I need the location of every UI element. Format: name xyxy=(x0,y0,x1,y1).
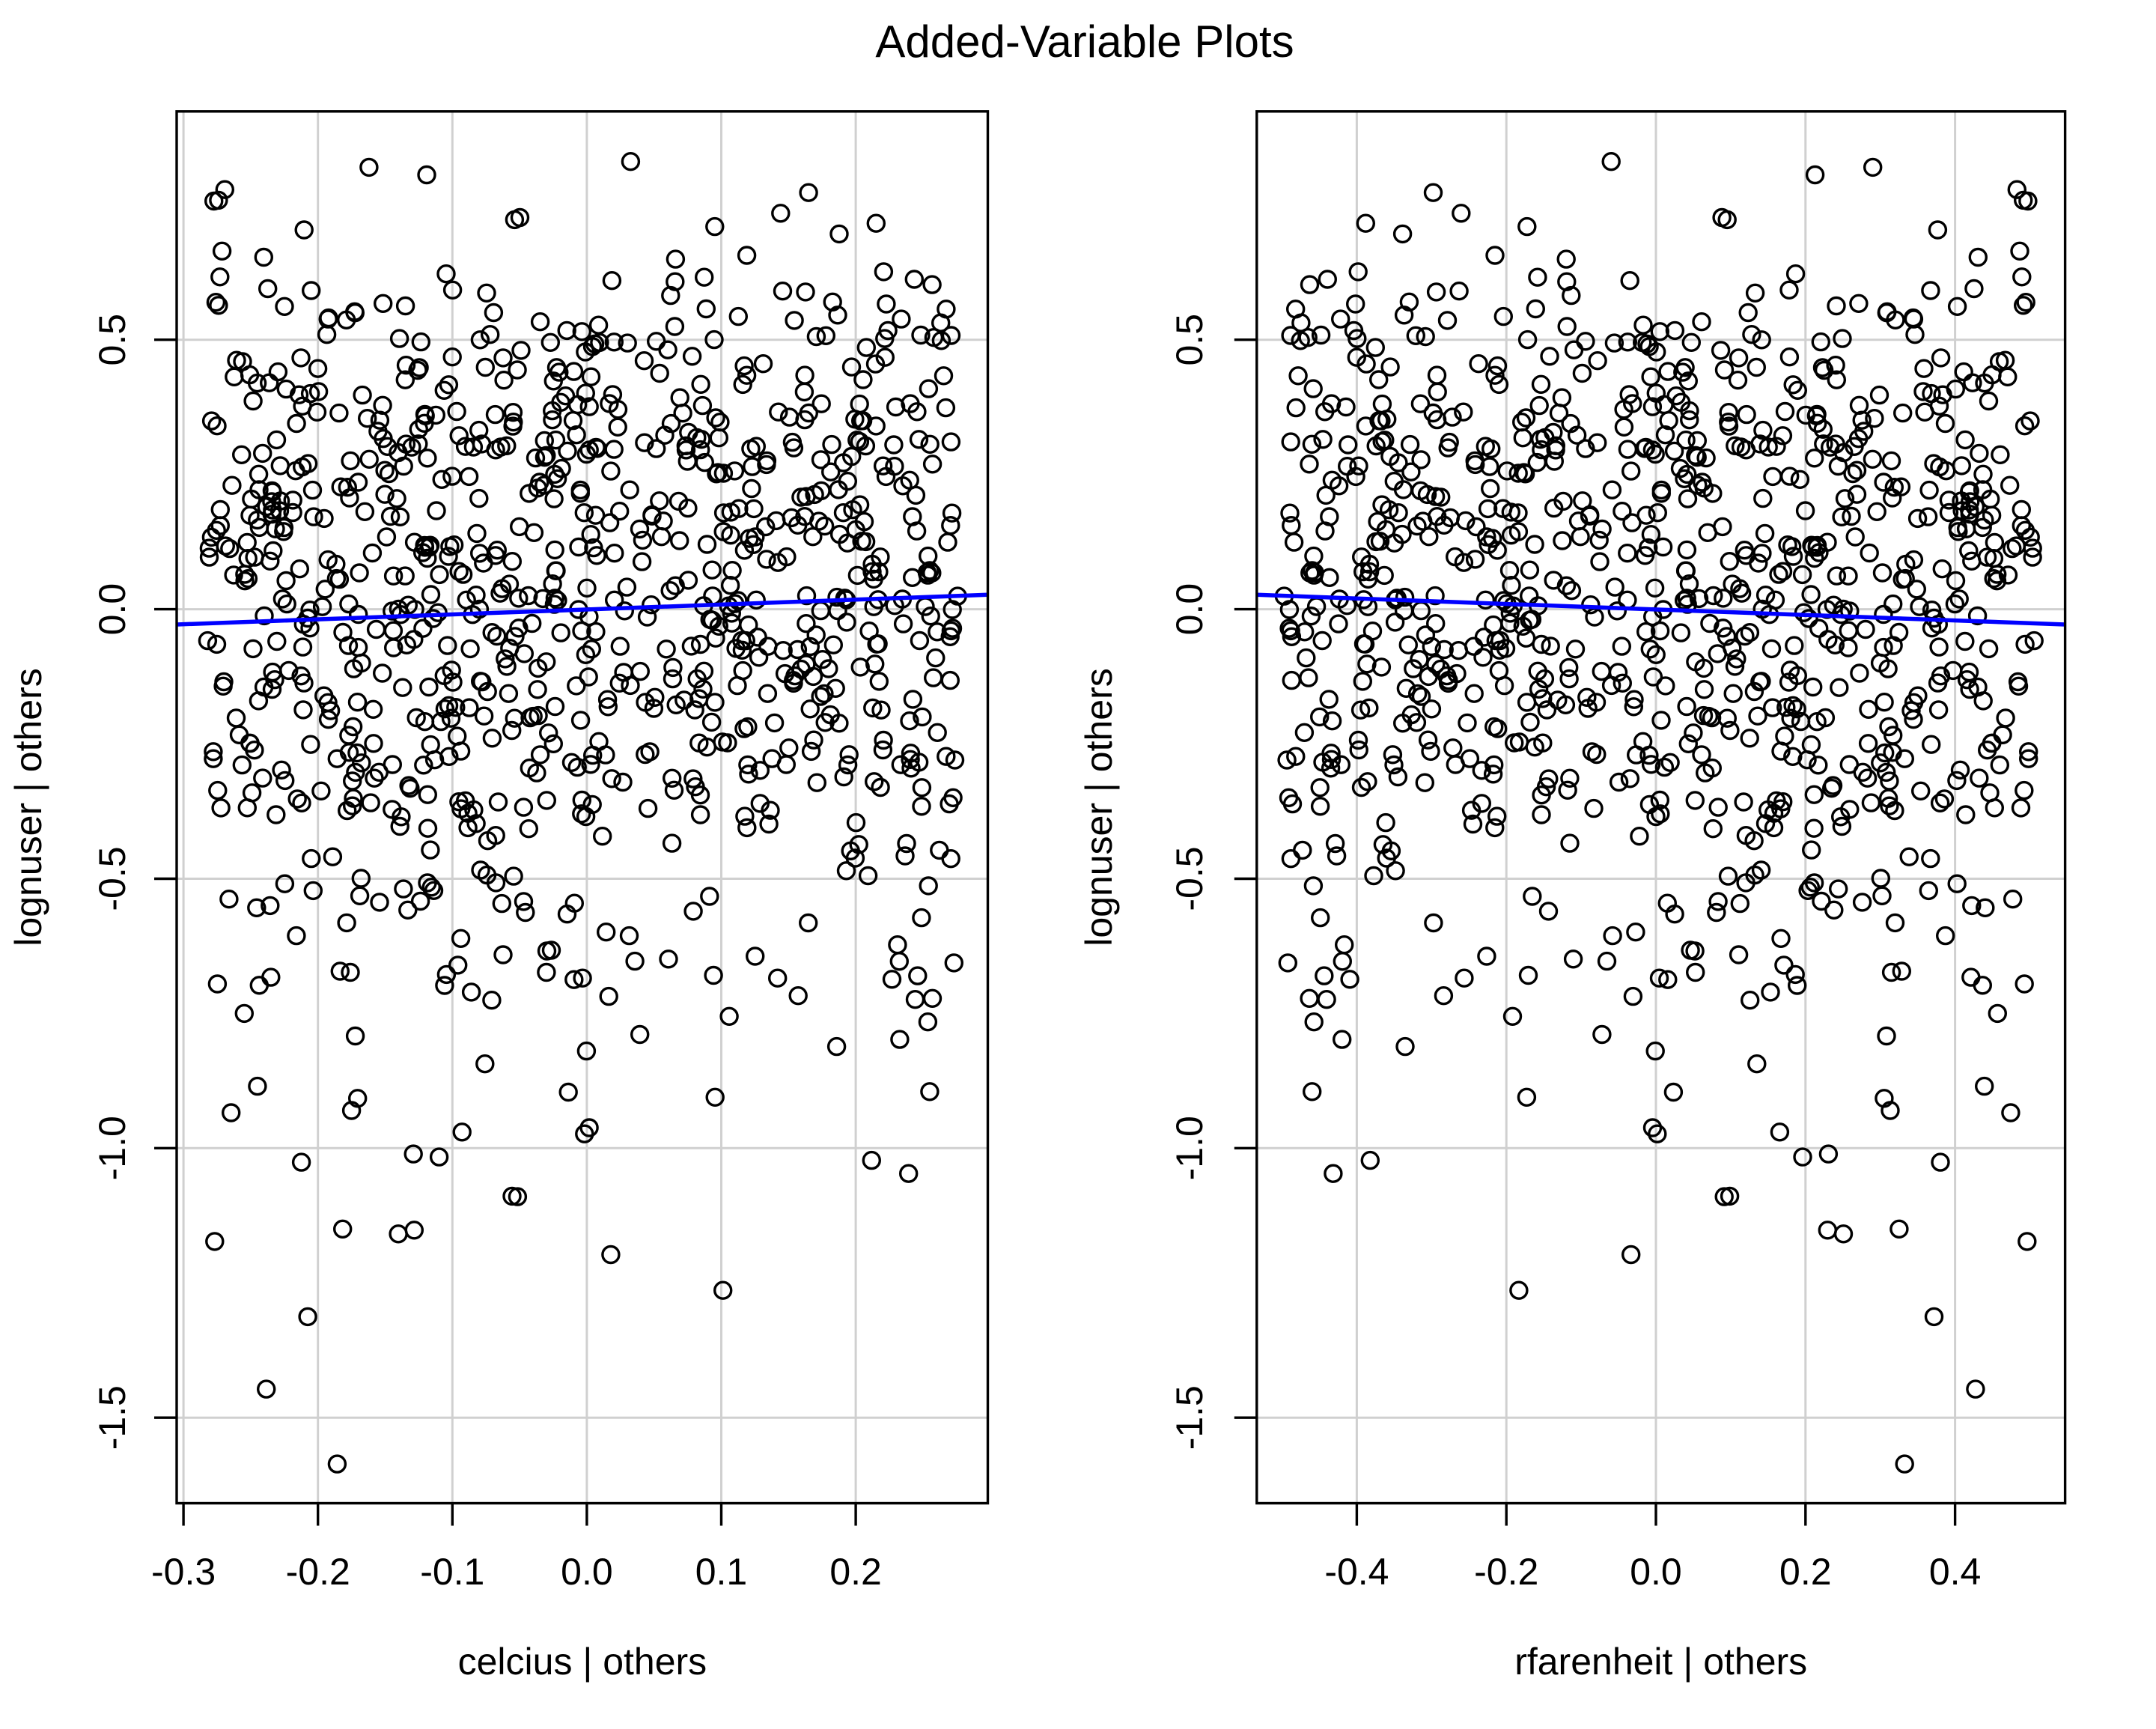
svg-text:-1.0: -1.0 xyxy=(91,1116,133,1180)
svg-text:0.0: 0.0 xyxy=(91,583,133,636)
svg-text:0.2: 0.2 xyxy=(829,1551,882,1593)
svg-text:0.4: 0.4 xyxy=(1929,1551,1982,1593)
svg-text:celcius | others: celcius | others xyxy=(458,1641,707,1683)
svg-text:Added-Variable Plots: Added-Variable Plots xyxy=(875,16,1294,67)
svg-text:-0.2: -0.2 xyxy=(1474,1551,1538,1593)
svg-text:rfarenheit | others: rfarenheit | others xyxy=(1514,1641,1807,1683)
svg-text:lognuser | others: lognuser | others xyxy=(1078,668,1120,946)
svg-text:0.2: 0.2 xyxy=(1779,1551,1832,1593)
svg-text:-0.5: -0.5 xyxy=(91,846,133,911)
svg-text:0.1: 0.1 xyxy=(695,1551,748,1593)
svg-text:0.0: 0.0 xyxy=(561,1551,613,1593)
svg-text:-1.5: -1.5 xyxy=(91,1385,133,1450)
svg-text:-0.1: -0.1 xyxy=(420,1551,484,1593)
svg-text:-1.0: -1.0 xyxy=(1169,1116,1211,1180)
svg-text:-0.3: -0.3 xyxy=(151,1551,216,1593)
svg-text:-0.4: -0.4 xyxy=(1324,1551,1389,1593)
svg-text:0.5: 0.5 xyxy=(1169,314,1211,366)
svg-text:-0.2: -0.2 xyxy=(286,1551,350,1593)
svg-text:0.5: 0.5 xyxy=(91,314,133,366)
svg-text:0.0: 0.0 xyxy=(1630,1551,1682,1593)
svg-text:-1.5: -1.5 xyxy=(1169,1385,1211,1450)
svg-text:0.0: 0.0 xyxy=(1169,583,1211,636)
svg-text:-0.5: -0.5 xyxy=(1169,846,1211,911)
svg-text:lognuser | others: lognuser | others xyxy=(7,668,49,946)
